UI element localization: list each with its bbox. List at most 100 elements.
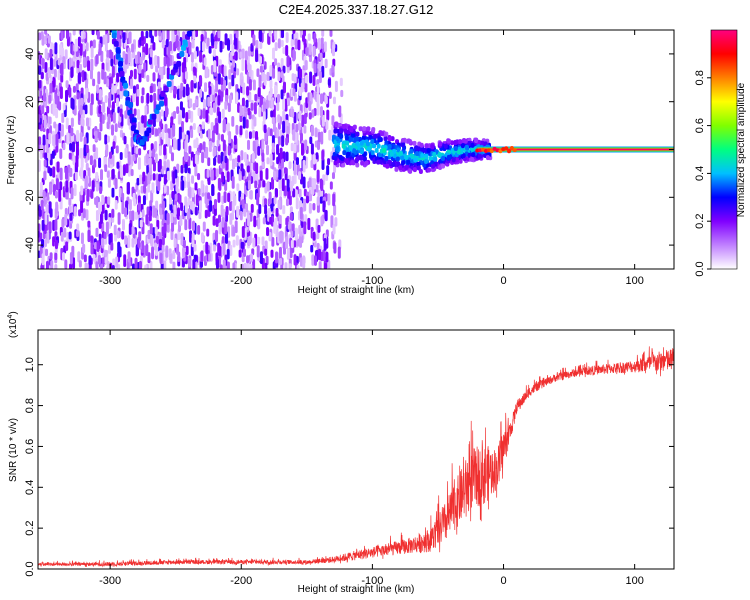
noise-cell — [166, 222, 170, 233]
colorbar-tick-label: 0.2 — [694, 214, 706, 229]
noise-cell — [154, 54, 158, 67]
snr-y-axis-label: SNR (10 * v/v) — [8, 418, 19, 482]
noise-cell — [293, 111, 297, 124]
band-cell — [451, 157, 456, 163]
noise-cell — [136, 88, 140, 97]
noise-cell — [222, 243, 226, 256]
noise-cell — [312, 231, 316, 241]
noise-cell — [131, 43, 135, 53]
noise-cell — [261, 71, 265, 82]
noise-cell — [320, 93, 324, 105]
snr-frame — [37, 329, 675, 570]
noise-cell — [284, 98, 288, 112]
noise-cell — [38, 207, 42, 217]
noise-cell — [94, 197, 98, 206]
noise-cell — [311, 254, 315, 266]
noise-cell — [170, 180, 174, 191]
noise-cell — [44, 61, 48, 73]
noise-cell — [96, 84, 100, 94]
noise-cell — [168, 40, 172, 52]
band-cell — [384, 155, 389, 161]
noise-cell — [88, 117, 92, 127]
noise-cell — [304, 82, 308, 93]
noise-cell — [295, 32, 299, 40]
noise-cell — [305, 47, 309, 56]
noise-cell — [216, 139, 220, 147]
noise-cell — [205, 109, 209, 123]
noise-cell — [99, 186, 103, 195]
noise-cell — [256, 68, 260, 77]
noise-cell — [80, 232, 84, 245]
noise-cell — [169, 253, 173, 264]
noise-cell — [40, 199, 44, 211]
noise-cell — [319, 106, 323, 117]
noise-cell — [43, 159, 47, 167]
noise-cell — [269, 216, 273, 225]
noise-cell — [145, 244, 149, 257]
noise-cell — [321, 150, 325, 161]
noise-cell — [202, 141, 206, 153]
noise-cell — [146, 92, 150, 104]
band-cell — [404, 154, 409, 160]
noise-cell — [48, 132, 52, 145]
noise-cell — [187, 187, 191, 198]
noise-cell — [200, 180, 204, 194]
noise-cell — [197, 187, 201, 196]
noise-cell — [116, 72, 120, 83]
v-trace-cell — [113, 40, 119, 47]
noise-cell — [279, 230, 283, 244]
noise-cell — [130, 168, 134, 177]
band-cell — [350, 160, 355, 166]
noise-cell — [107, 196, 111, 205]
noise-cell — [226, 248, 230, 260]
v-trace-cell — [119, 70, 125, 77]
noise-cell — [123, 135, 127, 145]
noise-cell — [178, 114, 182, 125]
noise-cell — [70, 117, 74, 128]
noise-cell — [269, 64, 273, 77]
noise-cell — [259, 170, 263, 181]
noise-cell — [304, 139, 308, 151]
noise-cell — [132, 92, 136, 103]
noise-cell — [257, 146, 261, 156]
noise-cell — [204, 209, 208, 219]
noise-cell — [197, 126, 201, 134]
noise-cell — [184, 163, 188, 174]
noise-cell — [106, 261, 110, 269]
noise-cell — [52, 76, 56, 88]
noise-cell — [185, 111, 189, 123]
noise-cell — [80, 30, 84, 40]
noise-cell — [276, 144, 280, 155]
noise-cell — [313, 178, 317, 190]
noise-cell — [265, 168, 269, 180]
noise-cell — [276, 128, 280, 139]
noise-cell — [130, 78, 134, 90]
noise-cell — [174, 193, 178, 201]
noise-cell — [301, 142, 305, 156]
noise-cell — [157, 81, 161, 89]
noise-cell — [137, 157, 141, 170]
y-tick-label: 0 — [24, 146, 36, 152]
noise-cell — [277, 136, 281, 146]
band-cell — [394, 166, 399, 172]
noise-cell — [80, 200, 84, 214]
noise-cell — [68, 57, 72, 71]
noise-cell — [232, 262, 236, 269]
noise-cell — [138, 148, 142, 156]
noise-cell — [149, 260, 153, 269]
noise-cell — [159, 252, 163, 265]
noise-cell — [88, 255, 92, 266]
noise-cell — [95, 171, 99, 182]
noise-cell — [334, 80, 338, 92]
noise-cell — [269, 153, 273, 166]
noise-cell — [228, 95, 232, 104]
noise-cell — [229, 213, 233, 225]
noise-cell — [317, 37, 321, 51]
noise-cell — [43, 171, 47, 181]
noise-cell — [151, 246, 155, 260]
noise-cell — [227, 38, 231, 50]
noise-cell — [76, 66, 80, 74]
band-cell — [372, 143, 377, 149]
band-cell — [477, 153, 482, 159]
